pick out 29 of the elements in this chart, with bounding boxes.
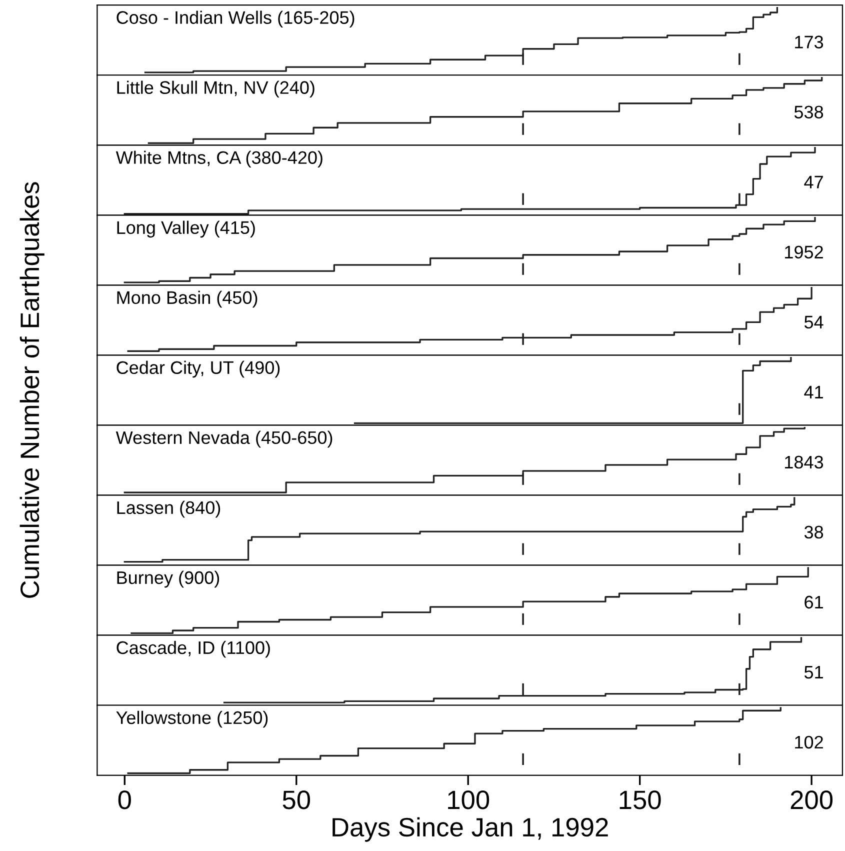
annotation: 54 (804, 316, 824, 329)
annotation: Mono Basin (450) (117, 290, 258, 308)
annotation: 1843 (785, 456, 824, 469)
annotation: 38 (804, 526, 824, 539)
x-tick-label: 50 (282, 790, 310, 810)
annotation: 47 (804, 176, 823, 188)
annotation: Burney (900) (117, 570, 220, 588)
annotation: Yellowstone (1250) (116, 710, 268, 728)
annotation: 61 (804, 596, 823, 609)
annotation: Lassen (840) (117, 500, 220, 518)
annotation: White Mtns, CA (380-420) (116, 150, 322, 168)
annotation: 538 (794, 106, 824, 118)
annotation: 102 (795, 736, 823, 749)
annotation: 51 (804, 666, 823, 679)
x-axis-title: Days Since Jan 1, 1992 (332, 817, 608, 842)
annotation: Long Valley (415) (117, 220, 255, 238)
x-tick-label: 100 (448, 790, 490, 810)
x-tick-label: 150 (620, 790, 661, 810)
y-axis-title: Cumulative Number of Earthquakes (20, 182, 44, 598)
annotation: 41 (804, 386, 823, 398)
x-tick-label: 0 (118, 790, 131, 810)
x-tick-label: 200 (790, 790, 833, 810)
annotation: Cascade, ID (1100) (116, 640, 270, 658)
annotation: Western Nevada (450-650) (116, 430, 332, 448)
annotation: Little Skull Mtn, NV (240) (117, 80, 314, 98)
annotation: 173 (795, 36, 824, 48)
annotation: Cedar City, UT (490) (116, 360, 280, 378)
annotation: 1952 (785, 246, 823, 259)
annotation: Coso - Indian Wells (165-205) (116, 10, 354, 28)
